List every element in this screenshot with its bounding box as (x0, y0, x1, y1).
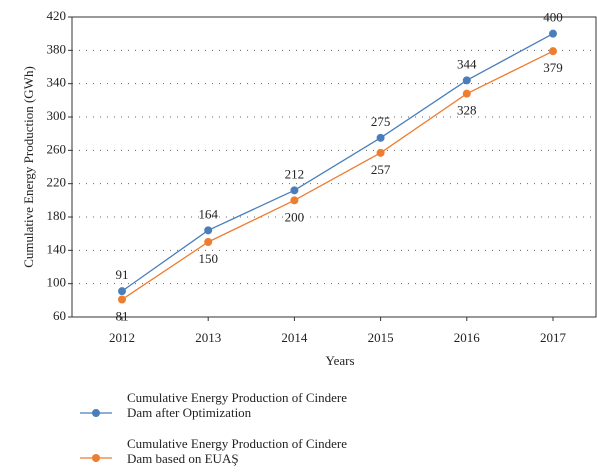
data-label: 91 (116, 267, 129, 282)
point (376, 148, 385, 157)
legend-label: Cumulative Energy Production of Cindere … (127, 390, 347, 420)
x-tick-label: 2012 (109, 330, 135, 345)
x-tick-label: 2017 (540, 330, 567, 345)
y-tick-label: 60 (53, 308, 66, 323)
point (376, 133, 385, 142)
data-label: 344 (457, 56, 477, 71)
legend-marker (92, 454, 100, 462)
x-tick-label: 2013 (195, 330, 221, 345)
legend-marker (92, 409, 100, 417)
y-tick-label: 300 (47, 108, 67, 123)
y-tick-label: 140 (47, 241, 67, 256)
x-tick-label: 2015 (368, 330, 394, 345)
y-tick-label: 220 (47, 175, 67, 190)
data-label: 400 (543, 10, 563, 25)
data-label: 275 (371, 114, 391, 129)
point (549, 29, 557, 38)
series-line (121, 33, 554, 292)
data-label: 379 (543, 60, 563, 75)
data-label: 257 (371, 162, 391, 177)
series-line (121, 50, 554, 301)
data-label: 150 (198, 251, 218, 266)
point (462, 89, 471, 98)
x-axis-label: Years (325, 353, 354, 368)
data-label: 200 (285, 209, 305, 224)
point (204, 238, 213, 246)
legend-label: Cumulative Energy Production of Cindere … (127, 436, 347, 466)
data-label: 164 (198, 206, 218, 221)
point (204, 226, 213, 235)
x-tick-label: 2016 (454, 330, 481, 345)
data-label: 328 (457, 103, 477, 118)
x-tick-label: 2014 (281, 330, 308, 345)
y-tick-label: 100 (47, 275, 67, 290)
data-label: 81 (116, 308, 129, 323)
data-label: 212 (285, 166, 305, 181)
point (290, 186, 299, 195)
point (462, 76, 471, 85)
y-tick-label: 260 (47, 141, 67, 156)
point (118, 295, 126, 304)
y-axis-label: Cumulative Energy Production (GWh) (21, 66, 36, 268)
y-tick-label: 420 (47, 8, 67, 23)
point (549, 47, 557, 56)
point (290, 196, 299, 205)
y-tick-label: 380 (47, 41, 67, 56)
y-tick-label: 180 (47, 208, 67, 223)
point (118, 287, 126, 296)
y-tick-label: 340 (47, 75, 67, 90)
plot-frame (71, 16, 597, 318)
